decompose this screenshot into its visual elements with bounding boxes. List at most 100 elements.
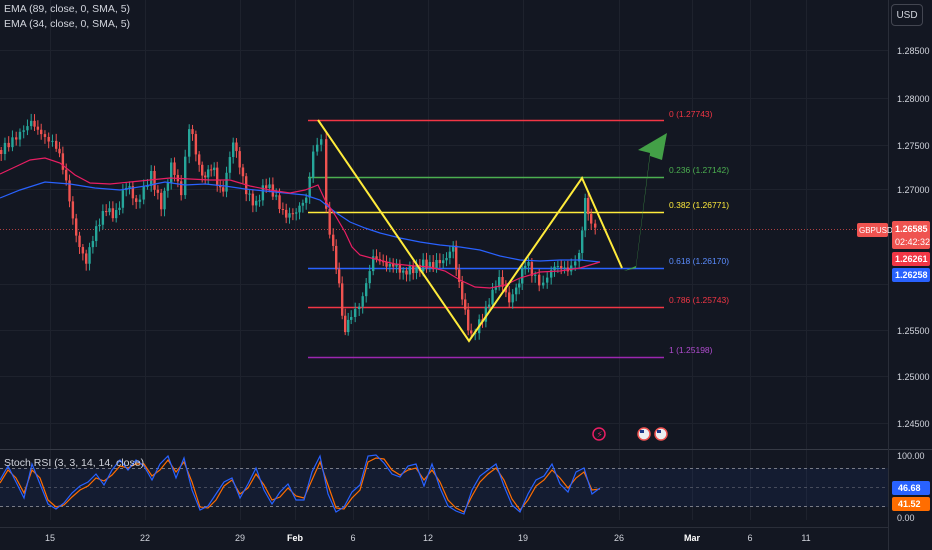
fib-label-1: 1 (1.25198) xyxy=(669,345,713,355)
candle-body xyxy=(194,134,198,155)
candle-body xyxy=(36,126,40,130)
candle-body xyxy=(298,205,301,213)
event-icons[interactable]: ⚡ xyxy=(592,427,668,441)
candle-body xyxy=(530,262,534,276)
candle-body xyxy=(232,142,235,158)
candle-body xyxy=(138,199,142,202)
candle-body xyxy=(135,198,138,202)
candle-body xyxy=(65,169,68,181)
fibonacci-retracement[interactable]: 0 (1.27743) 0.236 (1.27142) 0.382 (1.267… xyxy=(308,109,729,359)
candle-body xyxy=(3,142,7,154)
green-up-arrow[interactable] xyxy=(624,133,667,271)
currency-button[interactable]: USD xyxy=(891,4,923,26)
candle-body xyxy=(238,151,241,168)
stoch-axis[interactable]: 100.00 0.00 46.68 41.52 xyxy=(892,451,930,523)
candle-body xyxy=(527,262,530,266)
candle-body xyxy=(425,259,428,269)
candle-body xyxy=(285,209,288,218)
candle-body xyxy=(68,180,71,202)
candle-body xyxy=(163,190,166,210)
candle-body xyxy=(191,129,194,135)
candle-body xyxy=(515,287,518,295)
candle-body xyxy=(58,148,61,154)
candle-body xyxy=(382,261,385,263)
candle-body xyxy=(22,130,25,132)
price-tick-6: 1.25000 xyxy=(897,372,930,382)
candle-body xyxy=(228,157,232,173)
candle-body xyxy=(350,316,353,320)
flag-us-icon-2[interactable] xyxy=(654,427,668,441)
candle-body xyxy=(335,245,338,270)
time-axis[interactable]: 15 22 29 Feb 6 12 19 26 Mar 6 11 xyxy=(0,527,888,544)
flag-us-icon[interactable] xyxy=(637,427,651,441)
candle-body xyxy=(574,261,577,266)
stoch-d-tag xyxy=(892,497,930,511)
candle-body xyxy=(501,277,504,287)
candle-body xyxy=(301,202,305,206)
stoch-k-line xyxy=(0,454,601,515)
candle-body xyxy=(160,192,163,210)
candle-body xyxy=(121,190,125,208)
candle-body xyxy=(432,262,435,269)
candle-body xyxy=(101,211,105,225)
flash-event-icon[interactable] xyxy=(592,427,606,441)
candle-body xyxy=(71,201,75,219)
stoch-tick-0: 0.00 xyxy=(897,513,915,523)
candle-body xyxy=(235,142,238,152)
price-axis[interactable]: 1.28500 1.28000 1.27500 1.27000 1.25500 … xyxy=(857,0,930,550)
candle-body xyxy=(222,187,225,192)
candles xyxy=(0,113,597,341)
fib-label-0786: 0.786 (1.25743) xyxy=(669,295,729,305)
candle-body xyxy=(398,263,402,273)
candle-body xyxy=(188,129,191,157)
time-tick-6b: 6 xyxy=(747,533,752,543)
candle-body xyxy=(320,139,323,145)
stoch-d-tag-value: 41.52 xyxy=(898,499,921,509)
candle-body xyxy=(455,245,458,270)
candle-body xyxy=(392,263,395,267)
time-tick-feb: Feb xyxy=(287,533,304,543)
candle-body xyxy=(115,210,118,219)
time-tick-12: 12 xyxy=(423,533,433,543)
candle-body xyxy=(550,270,553,278)
stoch-k-tag xyxy=(892,481,930,495)
candle-body xyxy=(422,259,425,272)
candle-body xyxy=(358,306,361,310)
price-tick-2: 1.28000 xyxy=(897,94,930,104)
candle-body xyxy=(521,268,524,284)
candle-body xyxy=(470,330,473,334)
candle-body xyxy=(594,223,597,228)
ema89-legend[interactable]: EMA (89, close, 0, SMA, 5) xyxy=(4,3,131,15)
candle-body xyxy=(412,265,415,274)
candle-body xyxy=(375,256,378,260)
candle-body xyxy=(295,212,298,214)
candle-body xyxy=(75,218,78,236)
candle-body xyxy=(166,182,170,191)
candle-body xyxy=(11,137,14,148)
fib-label-0236: 0.236 (1.27142) xyxy=(669,165,729,175)
ema34-tag-value: 1.26258 xyxy=(895,270,928,280)
candle-body xyxy=(354,309,357,317)
price-tick-4: 1.27000 xyxy=(897,185,930,195)
price-tag-value: 1.26585 xyxy=(895,224,928,234)
stoch-tick-100: 100.00 xyxy=(897,451,925,461)
ema34-legend[interactable]: EMA (34, close, 0, SMA, 5) xyxy=(4,18,131,30)
ema89-tag xyxy=(892,252,930,266)
candle-body xyxy=(81,247,85,254)
zigzag-pattern[interactable] xyxy=(317,119,623,343)
candle-body xyxy=(88,247,91,264)
candle-body xyxy=(408,265,412,275)
candle-body xyxy=(438,259,442,264)
candle-body xyxy=(275,195,278,197)
candle-body xyxy=(43,134,47,137)
candle-body xyxy=(30,120,33,127)
candle-body xyxy=(225,172,228,192)
candle-body xyxy=(316,144,319,152)
fib-label-0: 0 (1.27743) xyxy=(669,109,713,119)
stoch-legend[interactable]: Stoch RSI (3, 3, 14, 14, close) xyxy=(4,457,145,469)
ema89-line xyxy=(0,181,601,263)
time-tick-6: 6 xyxy=(350,533,355,543)
candle-body xyxy=(105,211,108,213)
candle-body xyxy=(78,235,81,248)
